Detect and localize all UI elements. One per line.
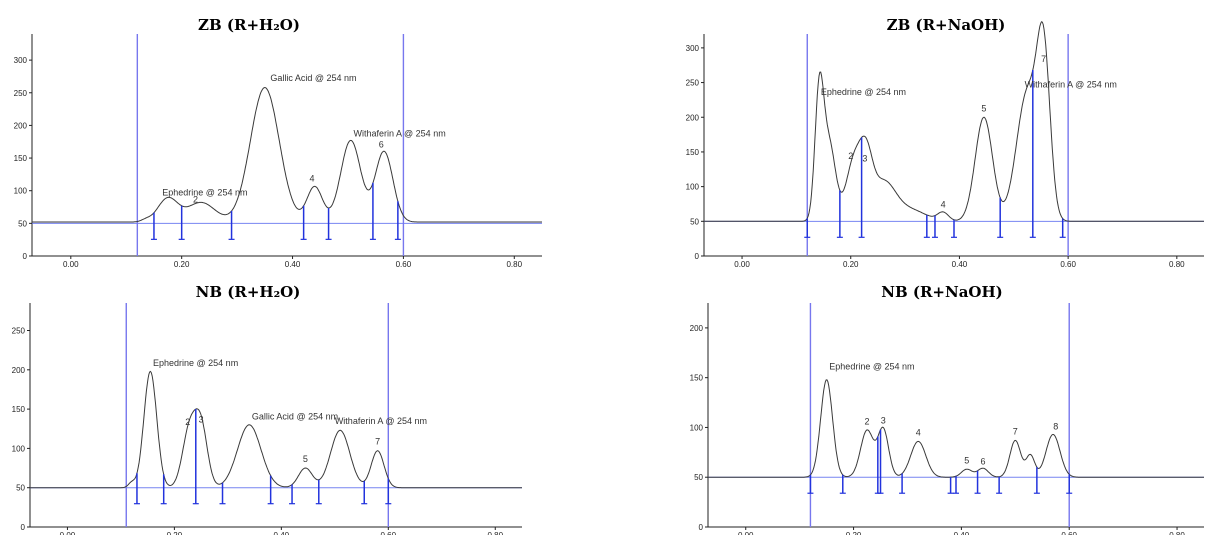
- peak-label: 3: [881, 415, 886, 425]
- chart-title: NB (R+NaOH): [881, 283, 1003, 301]
- peak-label: 7: [1041, 54, 1046, 64]
- y-tick-label: 300: [14, 56, 28, 65]
- y-tick-label: 0: [695, 252, 700, 261]
- y-tick-label: 100: [686, 183, 700, 192]
- y-tick-label: 50: [18, 219, 27, 228]
- chromatogram-zb-naoh: 0 50 100 150 200 250 300 0.00 0.20 0.40 0.60 0.80 Ep…: [686, 21, 1204, 267]
- y-tick-label: 50: [16, 484, 25, 493]
- x-tick-label: 0.40: [274, 531, 290, 535]
- peak-label: Ephedrine @ 254 nm: [153, 358, 238, 368]
- x-tick-label: 0.80: [1169, 531, 1185, 535]
- peak-label: 5: [303, 454, 308, 464]
- peak-label: 6: [980, 456, 985, 466]
- x-tick-label: 0.60: [396, 260, 412, 267]
- peak-label: 4: [941, 199, 946, 209]
- y-tick-label: 250: [686, 79, 700, 88]
- x-tick-label: 0.00: [63, 260, 79, 267]
- y-tick-label: 250: [12, 327, 26, 336]
- x-tick-label: 0.20: [174, 260, 190, 267]
- peak-label: Withaferin A @ 254 nm: [335, 416, 427, 426]
- peak-label: Gallic Acid @ 254 nm: [252, 411, 338, 421]
- chart-panel-nb-naoh: NB (R+NaOH) 0 50 100 150 200 0.00 0.20 0.40 0.60…: [604, 267, 1208, 535]
- peak-label: 3: [862, 154, 867, 164]
- x-tick-label: 0.00: [738, 531, 754, 535]
- chromatogram-nb-naoh: 0 50 100 150 200 0.00 0.20 0.40 0.60 0.80 Ephedrin…: [690, 303, 1204, 535]
- chart-panel-nb-water: NB (R+H₂O) 0 50 100 150 200 250 0.00 0.20 0.40 0.…: [0, 267, 604, 535]
- peak-label: 2: [193, 194, 198, 204]
- chart-panel-zb-naoh: ZB (R+NaOH) 0 50 100 150 200 250 300 0.00 0.20 0.…: [604, 0, 1208, 267]
- y-tick-label: 100: [14, 187, 28, 196]
- y-tick-label: 50: [690, 217, 699, 226]
- y-tick-label: 200: [12, 366, 26, 375]
- peak-label: 2: [185, 417, 190, 427]
- chart-title: ZB (R+NaOH): [886, 16, 1006, 34]
- peak-label: 2: [848, 151, 853, 161]
- x-tick-label: 0.40: [285, 260, 301, 267]
- x-tick-label: 0.00: [734, 260, 750, 267]
- peak-label: 7: [1013, 426, 1018, 436]
- y-tick-label: 200: [686, 113, 700, 122]
- chromatogram-zb-water: 0 50 100 150 200 250 300 0.00 0.20 0.40 0.60 0.80 Ep…: [14, 34, 542, 267]
- y-tick-label: 150: [14, 154, 28, 163]
- x-tick-label: 0.80: [487, 531, 503, 535]
- peak-label: Ephedrine @ 254 nm: [829, 362, 914, 372]
- y-tick-label: 50: [694, 473, 703, 482]
- peak-label: Ephedrine @ 254 nm: [821, 87, 906, 97]
- x-tick-label: 0.60: [381, 531, 397, 535]
- y-tick-label: 100: [12, 444, 26, 453]
- y-tick-label: 300: [686, 44, 700, 53]
- chromatogram-trace: [708, 379, 1204, 478]
- y-tick-label: 150: [12, 405, 26, 414]
- chart-panel-zb-water: ZB (R+H₂O) 0 50 100 150 200 250 300 0.00 0.20 0.4…: [0, 0, 604, 267]
- y-tick-label: 150: [686, 148, 700, 157]
- peak-label: 5: [981, 104, 986, 114]
- peak-label: 4: [916, 427, 921, 437]
- chromatogram-trace: [704, 21, 1204, 222]
- chart-title: NB (R+H₂O): [195, 283, 301, 301]
- y-tick-label: 200: [690, 324, 704, 333]
- chromatogram-trace: [32, 86, 542, 223]
- y-tick-label: 0: [699, 523, 704, 532]
- x-tick-label: 0.00: [60, 531, 76, 535]
- y-tick-label: 150: [690, 374, 704, 383]
- chromatogram-nb-water: 0 50 100 150 200 250 0.00 0.20 0.40 0.60 0.80 Ephed…: [12, 303, 522, 535]
- x-tick-label: 0.60: [1060, 260, 1076, 267]
- peak-label: 5: [964, 455, 969, 465]
- peak-label: 3: [199, 414, 204, 424]
- peak-label: Gallic Acid @ 254 nm: [270, 73, 356, 83]
- x-tick-label: 0.60: [1061, 531, 1077, 535]
- y-tick-label: 0: [21, 523, 26, 532]
- peak-label: Ephedrine @ 254 nm: [162, 187, 247, 197]
- chart-title: ZB (R+H₂O): [198, 16, 300, 34]
- x-tick-label: 0.80: [1169, 260, 1185, 267]
- peak-label: 7: [375, 436, 380, 446]
- x-tick-label: 0.20: [843, 260, 859, 267]
- x-tick-label: 0.20: [846, 531, 862, 535]
- peak-label: 2: [865, 416, 870, 426]
- peak-label: Withaferin A @ 254 nm: [354, 129, 446, 139]
- peak-label: 8: [1053, 421, 1058, 431]
- peak-label: 4: [309, 174, 314, 184]
- x-tick-label: 0.40: [952, 260, 968, 267]
- x-tick-label: 0.20: [167, 531, 183, 535]
- chromatogram-trace: [30, 370, 522, 489]
- y-tick-label: 0: [23, 252, 28, 261]
- x-tick-label: 0.40: [954, 531, 970, 535]
- y-tick-label: 250: [14, 89, 28, 98]
- x-tick-label: 0.80: [506, 260, 522, 267]
- peak-label: 6: [379, 140, 384, 150]
- y-tick-label: 200: [14, 121, 28, 130]
- peak-label: Withaferin A @ 254 nm: [1025, 79, 1117, 89]
- y-tick-label: 100: [690, 423, 704, 432]
